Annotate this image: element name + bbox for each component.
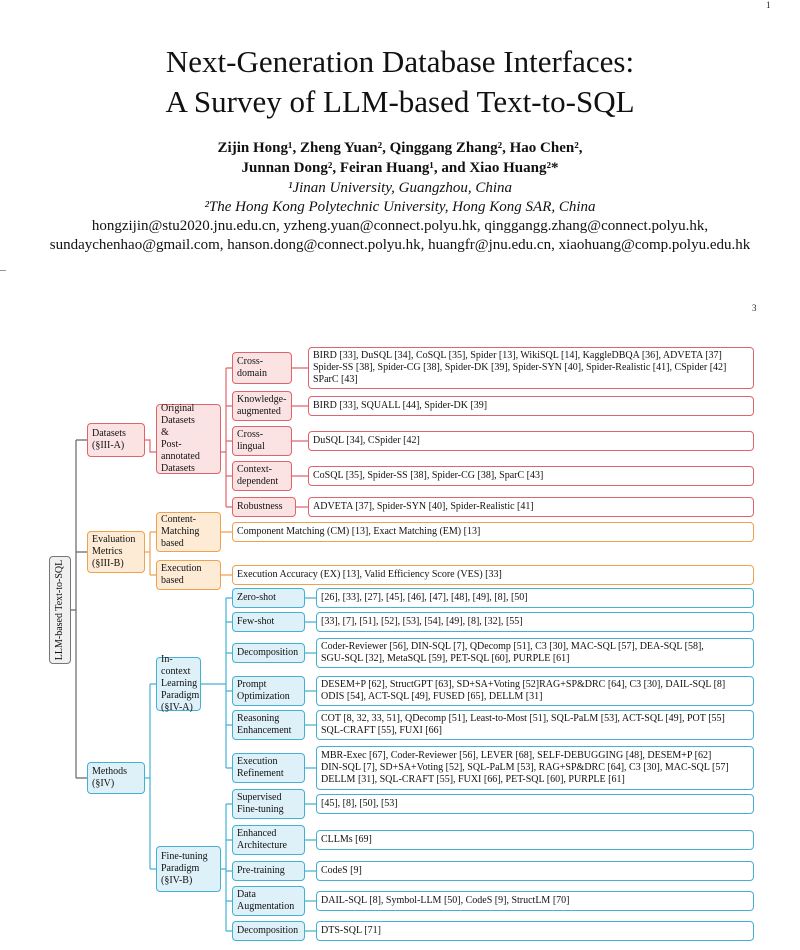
node-content-matching: Content- Matching based bbox=[156, 512, 221, 552]
node-in-context-learning: In-context Learning Paradigm (§IV-A) bbox=[156, 654, 201, 713]
leaf-cross-domain: BIRD [33], DuSQL [34], CoSQL [35], Spide… bbox=[308, 347, 754, 389]
node-enhanced-architecture: Enhanced Architecture bbox=[232, 825, 305, 855]
leaf-execution-based: Execution Accuracy (EX) [13], Valid Effi… bbox=[232, 565, 754, 585]
emails-line2: sundaychenhao@gmail.com, hanson.dong@con… bbox=[49, 237, 751, 253]
leaf-reasoning-enhancement: COT [8, 32, 33, 51], QDecomp [51], Least… bbox=[316, 710, 754, 740]
node-reasoning-enhancement: Reasoning Enhancement bbox=[232, 710, 305, 740]
node-original-datasets: Original Datasets & Post-annotated Datas… bbox=[156, 403, 221, 474]
taxonomy-root: LLM-based Text-to-SQL bbox=[49, 556, 71, 664]
node-methods: Methods (§IV) bbox=[87, 762, 145, 794]
authors-line2: Junnan Dong², Feiran Huang¹, and Xiao Hu… bbox=[241, 160, 559, 176]
node-pre-training: Pre-training bbox=[232, 861, 305, 881]
node-supervised-fine-tuning: Supervised Fine-tuning bbox=[232, 789, 305, 819]
node-icl-decomposition: Decomposition bbox=[232, 643, 305, 663]
leaf-cross-lingual: DuSQL [34], CSpider [42] bbox=[308, 431, 754, 451]
node-datasets: Datasets (§III-A) bbox=[87, 423, 145, 457]
affiliation-2: ²The Hong Kong Polytechnic University, H… bbox=[204, 199, 596, 215]
authors-line1: Zijin Hong¹, Zheng Yuan², Qinggang Zhang… bbox=[217, 140, 583, 156]
leaf-supervised-fine-tuning: [45], [8], [50], [53] bbox=[316, 794, 754, 814]
emails-line1: hongzijin@stu2020.jnu.edu.cn, yzheng.yua… bbox=[91, 218, 709, 234]
node-fine-tuning: Fine-tuning Paradigm (§IV-B) bbox=[156, 846, 221, 892]
leaf-robustness: ADVETA [37], Spider-SYN [40], Spider-Rea… bbox=[308, 497, 754, 517]
affiliation-1: ¹Jinan University, Guangzhou, China bbox=[287, 180, 513, 196]
leaf-enhanced-architecture: CLLMs [69] bbox=[316, 830, 754, 850]
node-context-dependent: Context- dependent bbox=[232, 461, 292, 491]
node-robustness: Robustness bbox=[232, 497, 296, 517]
node-few-shot: Few-shot bbox=[232, 612, 305, 632]
leaf-zero-shot: [26], [33], [27], [45], [46], [47], [48]… bbox=[316, 588, 754, 608]
taxonomy-root-label: LLM-based Text-to-SQL bbox=[54, 559, 66, 661]
node-cross-domain: Cross- domain bbox=[232, 352, 292, 384]
leaf-ft-decomposition: DTS-SQL [71] bbox=[316, 921, 754, 941]
leaf-execution-refinement: MBR-Exec [67], Coder-Reviewer [56], LEVE… bbox=[316, 746, 754, 790]
leaf-knowledge-augmented: BIRD [33], SQUALL [44], Spider-DK [39] bbox=[308, 396, 754, 416]
leaf-few-shot: [33], [7], [51], [52], [53], [54], [49],… bbox=[316, 612, 754, 632]
node-zero-shot: Zero-shot bbox=[232, 588, 305, 608]
node-knowledge-augmented: Knowledge- augmented bbox=[232, 391, 292, 421]
node-prompt-optimization: Prompt Optimization bbox=[232, 676, 305, 706]
node-cross-lingual: Cross- lingual bbox=[232, 426, 292, 456]
leaf-prompt-optimization: DESEM+P [62], StructGPT [63], SD+SA+Voti… bbox=[316, 676, 754, 706]
leaf-content-matching: Component Matching (CM) [13], Exact Matc… bbox=[232, 522, 754, 542]
leaf-icl-decomposition: Coder-Reviewer [56], DIN-SQL [7], QDecom… bbox=[316, 638, 754, 668]
page-edge-mark bbox=[0, 270, 6, 271]
node-data-augmentation: Data Augmentation bbox=[232, 886, 305, 916]
node-execution-based: Execution based bbox=[156, 560, 221, 590]
leaf-context-dependent: CoSQL [35], Spider-SS [38], Spider-CG [3… bbox=[308, 466, 754, 486]
node-execution-refinement: Execution Refinement bbox=[232, 753, 305, 783]
node-ft-decomposition: Decomposition bbox=[232, 921, 305, 941]
page-number-top: 1 bbox=[766, 0, 771, 10]
leaf-pre-training: CodeS [9] bbox=[316, 861, 754, 881]
node-evaluation-metrics: Evaluation Metrics (§III-B) bbox=[87, 531, 145, 573]
paper-title-line1: Next-Generation Database Interfaces: bbox=[165, 44, 635, 79]
leaf-data-augmentation: DAIL-SQL [8], Symbol-LLM [50], CodeS [9]… bbox=[316, 891, 754, 911]
paper-title-line2: A Survey of LLM-based Text-to-SQL bbox=[165, 84, 635, 119]
page-number-second: 3 bbox=[752, 303, 757, 313]
